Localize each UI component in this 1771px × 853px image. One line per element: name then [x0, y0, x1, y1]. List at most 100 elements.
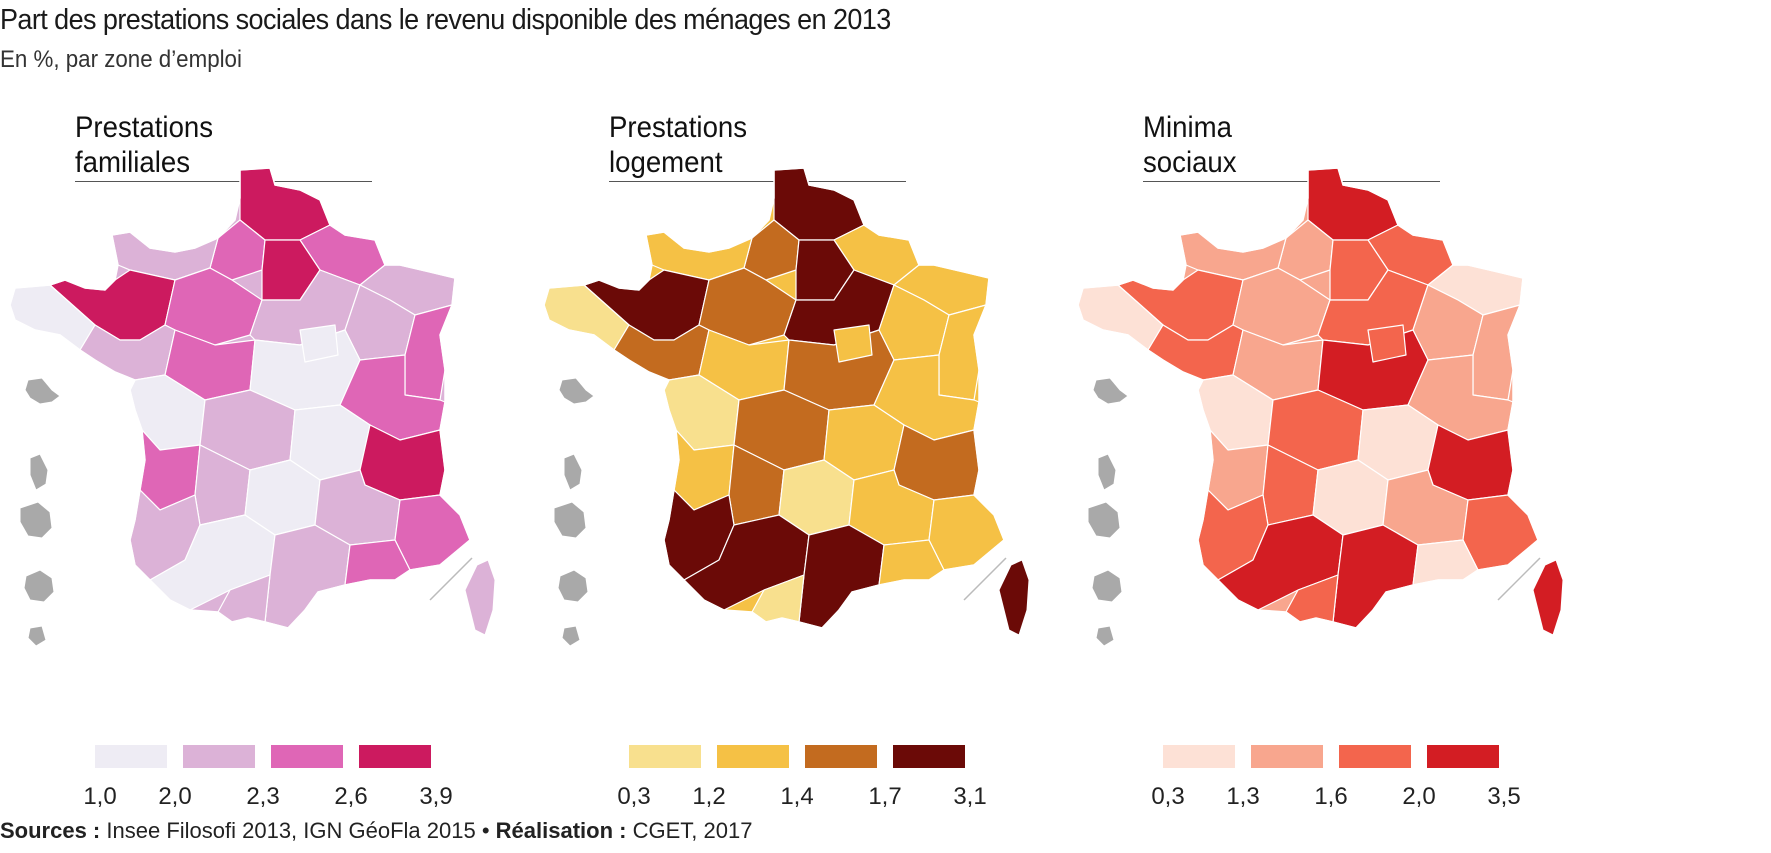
map-title: Prestations logement	[609, 110, 747, 180]
overseas-territory	[27, 625, 47, 647]
legend-tick-label: 1,6	[1314, 783, 1348, 810]
zone-emploi-region	[928, 494, 1004, 571]
corsica-region	[998, 559, 1030, 636]
title-underline	[1143, 181, 1440, 182]
zone-emploi-region	[683, 514, 810, 611]
overseas-territory	[19, 501, 53, 539]
map-panel-logement: Prestations logement 0,3 1,2 1,4 1,7 3,1	[534, 100, 1094, 810]
legend-swatch	[271, 745, 343, 768]
zone-emploi-region	[149, 514, 276, 611]
legend-tick-label: 3,9	[419, 783, 453, 810]
map-title-line1: Prestations	[75, 111, 214, 144]
map-title-line2: logement	[609, 146, 723, 179]
map-title-line1: Prestations	[609, 111, 748, 144]
corsica-separator	[429, 557, 473, 601]
legend-swatch	[1339, 745, 1411, 768]
overseas-territory	[1095, 625, 1115, 647]
zone-emploi-region	[1332, 524, 1419, 628]
corsica-region	[464, 559, 496, 636]
legend-swatch	[1427, 745, 1499, 768]
legend-swatch	[95, 745, 167, 768]
map-title: Prestations familiales	[75, 110, 213, 180]
zone-emploi-region	[773, 168, 865, 241]
legend-tick-label: 3,5	[1487, 783, 1521, 810]
legend-tick-label: 1,3	[1226, 783, 1260, 810]
overseas-territory	[1092, 377, 1129, 405]
zone-emploi-region	[79, 379, 131, 421]
footer-separator: •	[481, 818, 490, 843]
legend-tick-label: 2,3	[246, 783, 280, 810]
title-underline	[75, 181, 372, 182]
title-underline	[609, 181, 906, 182]
zone-emploi-region	[1217, 514, 1344, 611]
legend-tick-label: 2,6	[334, 783, 368, 810]
overseas-territory	[558, 377, 595, 405]
corsica-separator	[1497, 557, 1541, 601]
sources-label: Sources :	[0, 818, 101, 843]
choropleth-map	[9, 167, 496, 647]
map-title-line1: Minima	[1143, 111, 1232, 144]
legend: 1,0 2,0 2,3 2,6 3,9	[0, 730, 560, 810]
legend-tick-label: 1,7	[868, 783, 902, 810]
legend-tick-label: 3,1	[953, 783, 987, 810]
corsica-region	[1532, 559, 1564, 636]
legend-swatches	[1163, 745, 1499, 768]
map-title: Minima sociaux	[1143, 110, 1237, 180]
legend-tick-label: 1,2	[692, 783, 726, 810]
legend-swatches	[629, 745, 965, 768]
chart-subtitle: En %, par zone d’emploi	[0, 46, 242, 73]
zone-emploi-region	[613, 379, 665, 421]
zone-emploi-region	[299, 324, 339, 363]
legend-swatch	[183, 745, 255, 768]
zone-emploi-region	[1462, 494, 1538, 571]
legend-tick-label: 1,4	[780, 783, 814, 810]
footer-credits: Sources : Insee Filosofi 2013, IGN GéoFl…	[0, 818, 752, 844]
realisation-label: Réalisation :	[495, 818, 627, 843]
legend-swatch	[1163, 745, 1235, 768]
zone-emploi-region	[264, 524, 351, 628]
legend-swatch	[893, 745, 965, 768]
chart-title: Part des prestations sociales dans le re…	[0, 4, 891, 36]
legend-swatch	[1251, 745, 1323, 768]
zone-emploi-region	[1367, 324, 1407, 363]
overseas-territory	[29, 453, 49, 491]
legend-swatch	[629, 745, 701, 768]
choropleth-map	[543, 167, 1030, 647]
zone-emploi-region	[798, 524, 885, 628]
legend-swatch	[359, 745, 431, 768]
realisation-text: CGET, 2017	[632, 818, 753, 843]
map-panel-minima: Minima sociaux 0,3 1,3 1,6 2,0 3,5	[1068, 100, 1628, 810]
map-title-line2: familiales	[75, 146, 191, 179]
overseas-territory	[23, 569, 55, 603]
zone-emploi-region	[239, 168, 331, 241]
sources-text: Insee Filosofi 2013, IGN GéoFla 2015	[106, 818, 476, 843]
overseas-territory	[24, 377, 61, 405]
overseas-territory	[553, 501, 587, 539]
france-outline	[543, 167, 1005, 629]
zone-emploi-region	[833, 324, 873, 363]
corsica-separator	[963, 557, 1007, 601]
overseas-territory	[1091, 569, 1123, 603]
legend-tick-label: 1,0	[83, 783, 117, 810]
legend: 0,3 1,2 1,4 1,7 3,1	[534, 730, 1094, 810]
legend-tick-label: 2,0	[1402, 783, 1436, 810]
map-panel-familiales: Prestations familiales 1,0 2,0 2,3 2,6 3,9	[0, 100, 560, 810]
overseas-territory	[561, 625, 581, 647]
legend-swatch	[717, 745, 789, 768]
overseas-territory	[563, 453, 583, 491]
zone-emploi-region	[1307, 168, 1399, 241]
france-outline	[9, 167, 471, 629]
france-outline	[1077, 167, 1539, 629]
overseas-territory	[557, 569, 589, 603]
choropleth-map	[1077, 167, 1564, 647]
overseas-territory	[1087, 501, 1121, 539]
legend: 0,3 1,3 1,6 2,0 3,5	[1068, 730, 1628, 810]
legend-tick-label: 2,0	[158, 783, 192, 810]
map-title-line2: sociaux	[1143, 146, 1237, 179]
overseas-territory	[1097, 453, 1117, 491]
zone-emploi-region	[1147, 379, 1199, 421]
legend-tick-label: 0,3	[1151, 783, 1185, 810]
zone-emploi-region	[394, 494, 470, 571]
legend-swatch	[805, 745, 877, 768]
legend-tick-label: 0,3	[617, 783, 651, 810]
